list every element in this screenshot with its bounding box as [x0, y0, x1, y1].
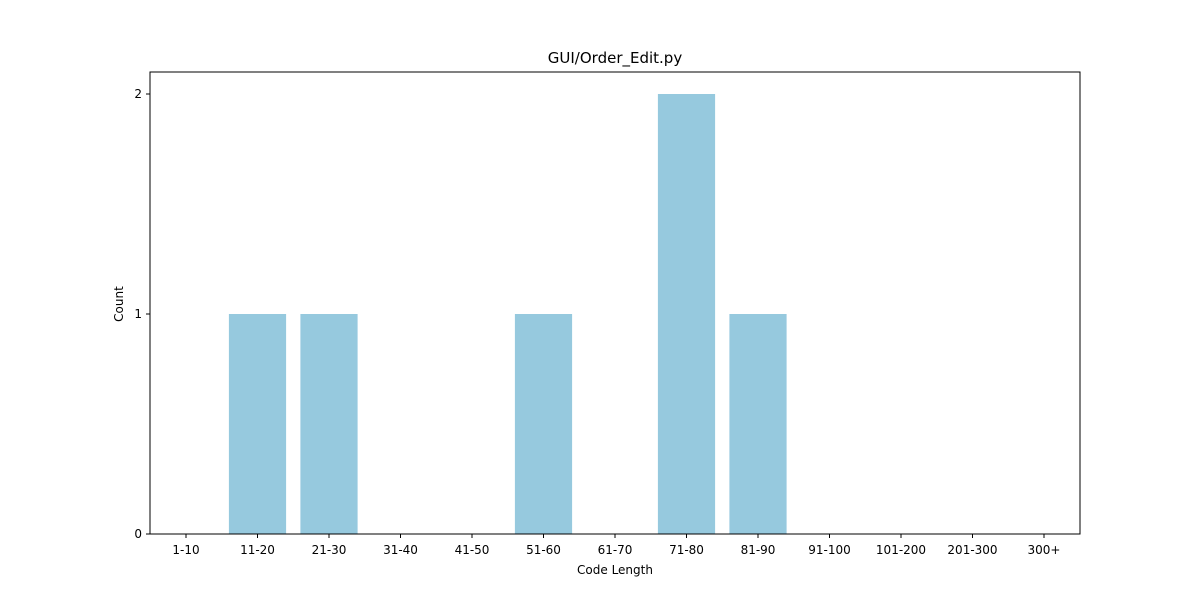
x-tick-label: 41-50: [455, 543, 490, 557]
x-tick-label: 91-100: [808, 543, 851, 557]
x-axis-ticks: 1-10 11-20 21-30 31-40 41-50 51-60 61-70 71-80 8…: [172, 534, 1060, 557]
x-tick-label: 81-90: [741, 543, 776, 557]
bar-21-30: [300, 314, 358, 534]
x-tick-label: 21-30: [312, 543, 347, 557]
x-axis-label: Code Length: [577, 563, 653, 577]
x-tick-label: 300+: [1028, 543, 1061, 557]
y-axis-label: Count: [112, 286, 126, 322]
x-tick-label: 201-300: [947, 543, 997, 557]
bar-71-80: [657, 94, 716, 534]
x-tick-label: 71-80: [669, 543, 704, 557]
chart-title: GUI/Order_Edit.py: [548, 49, 683, 68]
bars-layer: [228, 94, 787, 534]
x-tick-label: 1-10: [172, 543, 199, 557]
x-tick-label: 101-200: [876, 543, 926, 557]
bar-51-60: [514, 314, 573, 534]
y-tick-label: 2: [134, 87, 142, 101]
bar-81-90: [729, 314, 787, 534]
y-axis-ticks: 0 1 2: [134, 87, 150, 541]
x-tick-label: 31-40: [383, 543, 418, 557]
x-tick-label: 51-60: [526, 543, 561, 557]
x-tick-label: 11-20: [240, 543, 275, 557]
y-tick-label: 1: [134, 307, 142, 321]
plot-frame: [149, 71, 1081, 535]
y-tick-label: 0: [134, 527, 142, 541]
bar-11-20: [228, 314, 287, 534]
x-tick-label: 61-70: [598, 543, 633, 557]
